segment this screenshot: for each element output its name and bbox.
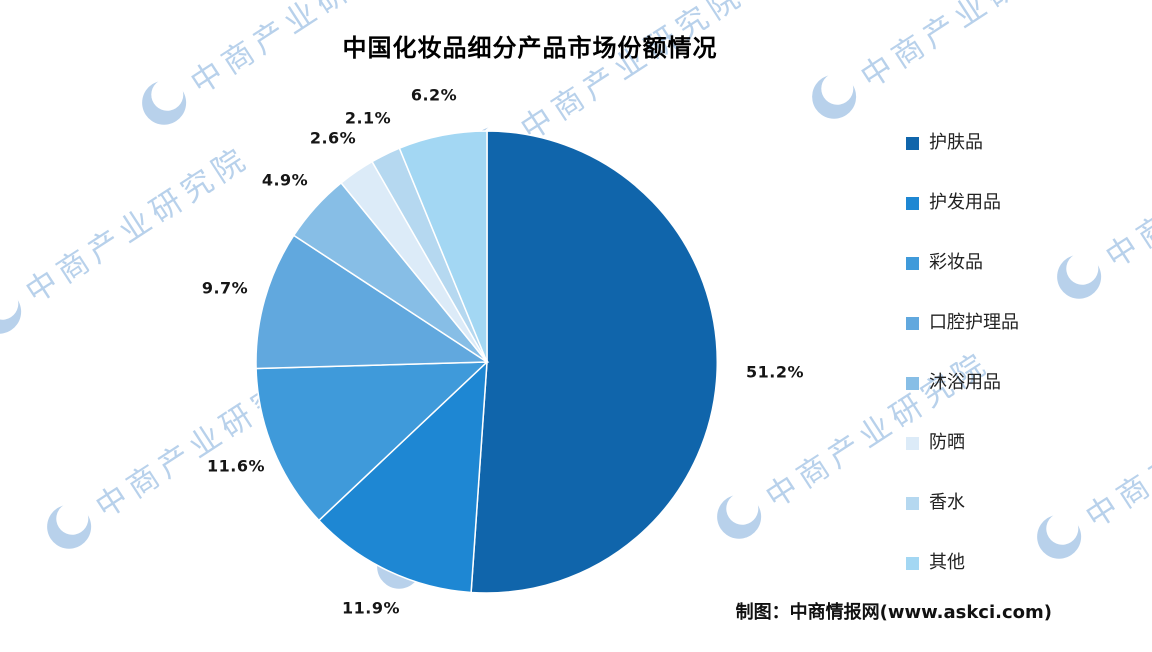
chart-title: 中国化妆品细分产品市场份额情况 — [342, 34, 718, 62]
pie-slice-1 — [470, 130, 719, 594]
legend-item-1: 护肤品 — [906, 132, 1019, 154]
legend-item-7: 香水 — [906, 492, 1019, 514]
legend-item-5: 沐浴用品 — [906, 372, 1019, 394]
pie-slice-4 — [255, 234, 490, 370]
legend-item-2: 护发用品 — [906, 192, 1019, 214]
legend-swatch — [906, 436, 919, 450]
legend-swatch — [906, 256, 919, 270]
legend-swatch — [906, 316, 919, 330]
legend-item-8: 其他 — [906, 552, 1019, 574]
legend-item-4: 口腔护理品 — [906, 312, 1019, 334]
legend-label: 护发用品 — [929, 192, 1001, 213]
legend-swatch — [906, 376, 919, 390]
legend-item-6: 防晒 — [906, 432, 1019, 454]
legend-swatch — [906, 196, 919, 210]
legend-swatch — [906, 556, 919, 570]
legend-swatch — [906, 136, 919, 150]
legend-swatch — [906, 496, 919, 510]
source-credit: 制图：中商情报网(www.askci.com) — [735, 602, 1052, 623]
legend-label: 香水 — [929, 492, 965, 513]
legend-item-3: 彩妆品 — [906, 252, 1019, 274]
legend: 护肤品护发用品彩妆品口腔护理品沐浴用品防晒香水其他 — [906, 132, 1019, 574]
legend-label: 护肤品 — [929, 132, 983, 153]
pie-slice-3 — [255, 361, 489, 522]
legend-label: 防晒 — [929, 432, 965, 453]
legend-label: 口腔护理品 — [929, 312, 1019, 333]
legend-label: 彩妆品 — [929, 252, 983, 273]
legend-label: 沐浴用品 — [929, 372, 1001, 393]
legend-label: 其他 — [929, 552, 965, 573]
